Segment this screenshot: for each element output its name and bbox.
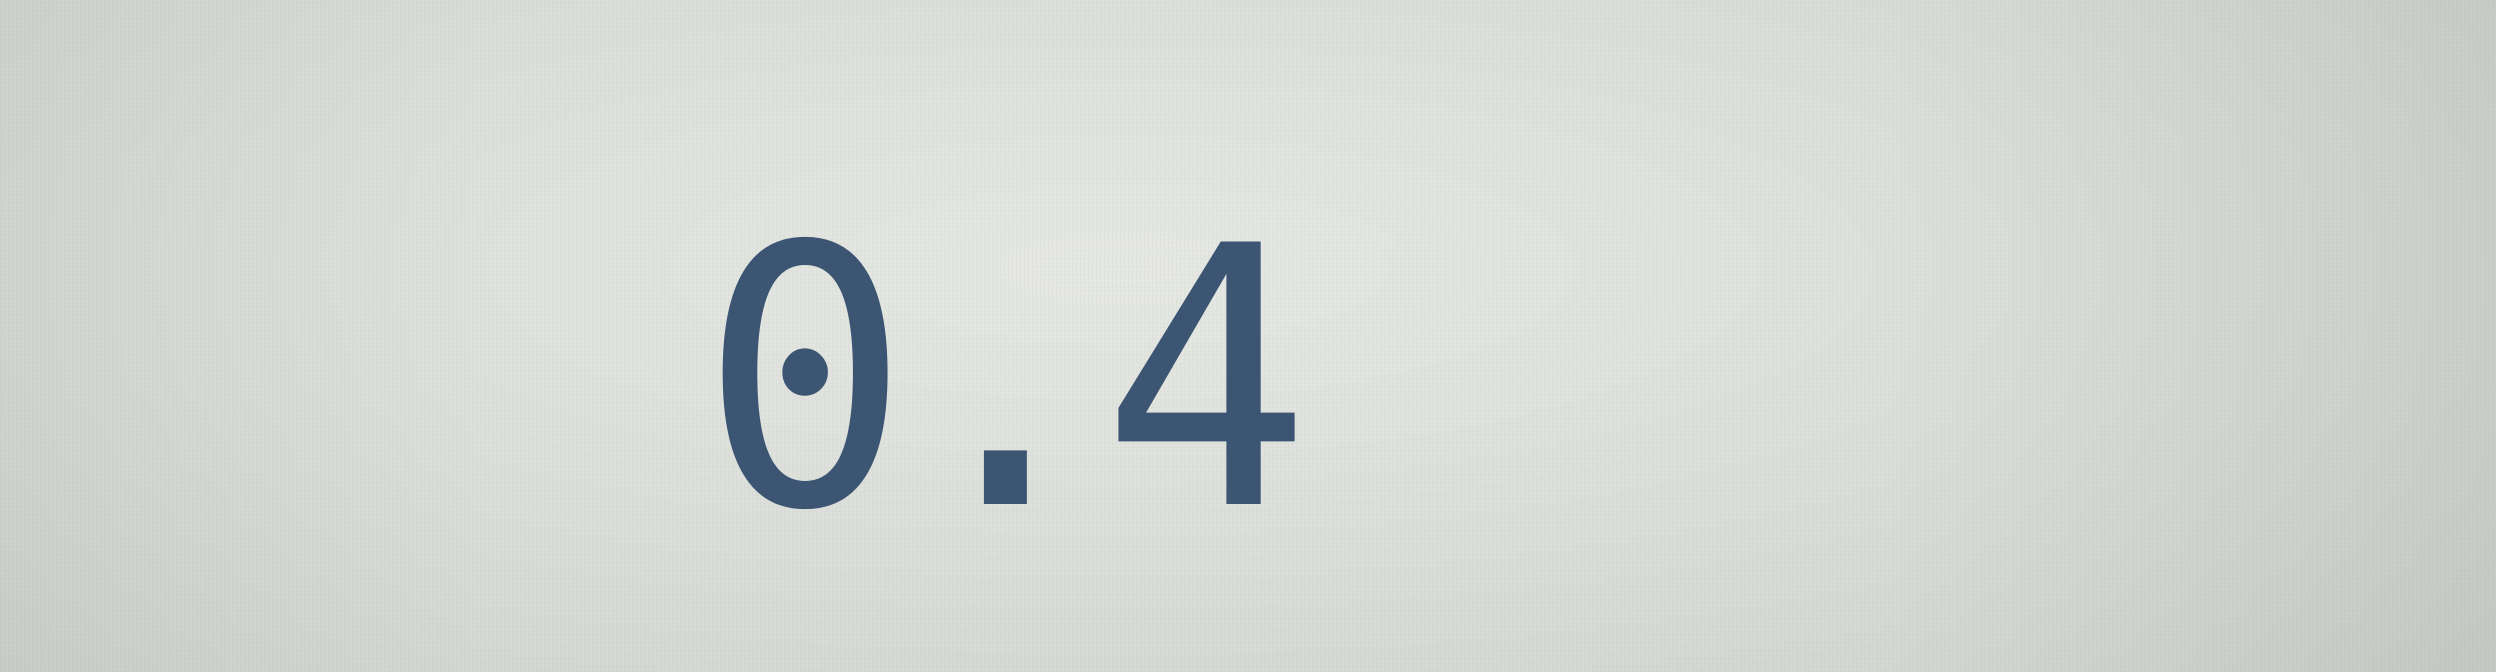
value-display: 0.4 bbox=[700, 200, 1460, 560]
numeric-value: 0.4 bbox=[700, 170, 1311, 589]
